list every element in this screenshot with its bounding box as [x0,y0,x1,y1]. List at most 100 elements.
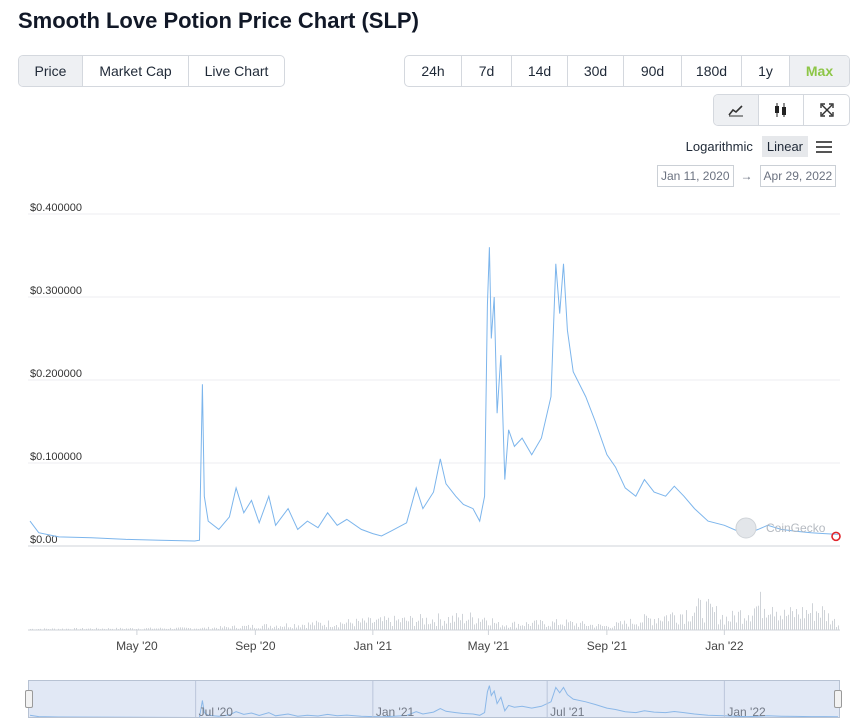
volume-bar [604,626,605,630]
volume-bar [712,607,713,630]
volume-bar [812,603,813,630]
volume-bar [88,628,89,630]
volume-bar [554,622,555,630]
volume-bar [588,626,589,630]
volume-bar [802,607,803,630]
volume-bar [732,610,733,630]
line-chart-icon [728,105,743,117]
volume-bar [462,613,463,630]
volume-bar [54,628,55,630]
navigator-right-handle[interactable] [834,690,842,708]
volume-bar [212,628,213,630]
range-max[interactable]: Max [790,56,849,86]
volume-bar [74,628,75,630]
volume-bar [492,618,493,630]
volume-bar [800,618,801,630]
volume-bar [242,625,243,630]
volume-bar [834,618,835,630]
volume-bar [262,625,263,630]
range-7d[interactable]: 7d [462,56,512,86]
volume-bar [748,615,749,630]
line-chart-button[interactable] [714,95,759,125]
volume-bar [756,606,757,630]
navigator-tick-label: Jul '21 [550,705,585,719]
range-180d[interactable]: 180d [682,56,742,86]
navigator-tick-label: Jan '22 [727,705,766,719]
volume-bar [532,622,533,630]
scale-selector: Logarithmic Linear [677,136,832,157]
volume-bar [806,610,807,630]
tab-price[interactable]: Price [19,56,83,86]
volume-bar [544,624,545,630]
range-90d[interactable]: 90d [624,56,682,86]
volume-bar [628,626,629,630]
range-14d[interactable]: 14d [512,56,568,86]
volume-bar [342,623,343,630]
volume-bar [716,606,717,630]
volume-bar [408,621,409,630]
volume-bar [164,628,165,630]
volume-bar [68,628,69,630]
volume-bar [442,625,443,630]
volume-bar [562,624,563,630]
volume-bar [632,623,633,630]
volume-bar [402,617,403,630]
navigator-tick-label: Jul '20 [199,705,234,719]
volume-bar [490,625,491,630]
volume-bar [514,621,515,630]
range-24h[interactable]: 24h [405,56,462,86]
volume-bar [348,619,349,630]
range-1y[interactable]: 1y [742,56,790,86]
volume-bar [316,620,317,630]
volume-bar [230,628,231,630]
scale-logarithmic[interactable]: Logarithmic [685,139,753,154]
volume-bar [282,626,283,630]
date-from-input[interactable]: Jan 11, 2020 [657,165,734,187]
volume-bar [548,625,549,630]
volume-bar [684,623,685,630]
volume-bar [496,623,497,630]
volume-bar [30,628,31,630]
volume-bar [808,613,809,630]
date-to-input[interactable]: Apr 29, 2022 [759,165,837,187]
volume-bar [654,619,655,630]
volume-bar [200,628,201,630]
fullscreen-button[interactable] [804,95,849,125]
volume-bar [270,625,271,630]
scale-linear[interactable]: Linear [761,136,808,157]
volume-bar [570,621,571,630]
navigator-left-handle[interactable] [25,690,33,708]
volume-bar [396,620,397,630]
range-30d[interactable]: 30d [568,56,624,86]
x-tick-label: May '20 [116,639,158,653]
volume-bar [392,626,393,630]
volume-bar [488,625,489,630]
volume-bar [58,628,59,630]
chart-style-toggle [713,94,850,126]
volume-bar [330,627,331,630]
volume-bar [662,621,663,630]
candlestick-button[interactable] [759,95,804,125]
volume-bar [838,625,839,630]
volume-bar [622,624,623,630]
candlestick-icon [775,103,786,117]
volume-bar [552,621,553,630]
price-chart[interactable]: $0.00 $0.100000 $0.200000 $0.300000 $0.40000… [0,195,852,724]
volume-bar [782,619,783,630]
volume-bar [746,620,747,630]
volume-bar [148,628,149,630]
volume-bar [258,628,259,630]
volume-bar [690,621,691,630]
tab-live-chart[interactable]: Live Chart [204,63,269,79]
volume-bar [290,627,291,630]
volume-bar [398,619,399,630]
volume-bar [714,612,715,630]
tab-market-cap[interactable]: Market Cap [83,56,189,86]
volume-bar [822,606,823,630]
volume-bar [790,607,791,630]
volume-bar [510,627,511,630]
volume-bar [170,627,171,630]
volume-bar [634,624,635,630]
navigator-window[interactable] [28,680,840,718]
hamburger-menu-icon[interactable] [816,138,832,156]
